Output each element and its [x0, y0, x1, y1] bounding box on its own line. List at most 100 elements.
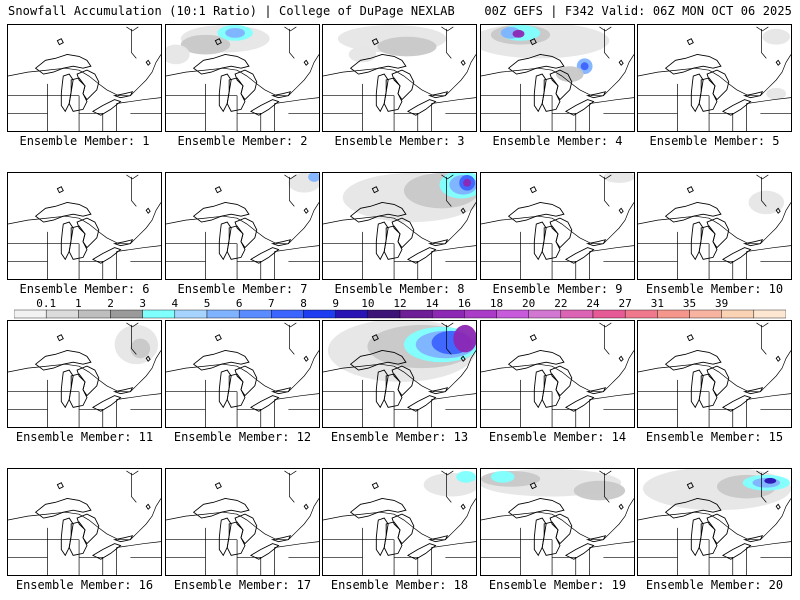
great-lakes-map — [166, 25, 319, 131]
great-lakes-map — [638, 26, 791, 131]
snowfall-colorbar: 0.1 1 2 3 4 5 6 7 8 9 10 12 14 16 18 20 22 24 27 31 35 39 — [14, 297, 786, 319]
great-lakes-map — [323, 25, 476, 131]
colorbar-swatch — [528, 309, 562, 319]
ensemble-member-map — [165, 468, 320, 576]
ensemble-member-label: Ensemble Member: 16 — [15, 578, 154, 592]
colorbar-tick-label: 20 — [522, 297, 535, 310]
snowfall-shading — [481, 469, 626, 501]
ensemble-member-map — [637, 24, 792, 132]
colorbar-swatch — [753, 309, 786, 319]
snowfall-shading — [114, 324, 159, 365]
colorbar-swatch — [238, 309, 272, 319]
snowfall-shading — [337, 25, 447, 63]
ensemble-member-label: Ensemble Member: 11 — [15, 430, 154, 444]
ensemble-member-label: Ensemble Member: 19 — [488, 578, 627, 592]
snowfall-shading — [762, 28, 791, 100]
colorbar-tick-label: 3 — [139, 297, 146, 310]
ensemble-member-map — [165, 172, 320, 280]
ensemble-member-label: Ensemble Member: 15 — [645, 430, 784, 444]
ensemble-member-label: Ensemble Member: 3 — [334, 134, 465, 148]
colorbar-swatch — [496, 309, 529, 319]
colorbar-swatch — [464, 309, 497, 319]
great-lakes-map — [481, 25, 634, 131]
great-lakes-map — [481, 173, 634, 279]
ensemble-member-map — [322, 468, 477, 576]
colorbar-swatch — [689, 309, 722, 319]
ensemble-member-label: Ensemble Member: 10 — [645, 282, 784, 296]
colorbar-tick-label: 5 — [204, 297, 211, 310]
ensemble-member-map — [7, 320, 162, 428]
colorbar-swatch — [399, 309, 433, 319]
colorbar-swatch — [271, 309, 304, 319]
snowfall-shading — [748, 190, 785, 215]
colorbar-swatch — [142, 309, 176, 319]
colorbar-swatch — [592, 309, 626, 319]
snowfall-shading — [327, 321, 476, 382]
colorbar-tick-label: 18 — [490, 297, 503, 310]
colorbar-tick-label: 1 — [75, 297, 82, 310]
ensemble-member-map — [7, 172, 162, 280]
ensemble-member-map — [7, 24, 162, 132]
snowfall-shading — [166, 25, 270, 65]
colorbar-tick-label: 9 — [332, 297, 339, 310]
colorbar-tick-label: 12 — [393, 297, 406, 310]
ensemble-member-map — [480, 172, 635, 280]
great-lakes-map — [481, 469, 634, 575]
ensemble-member-map — [480, 468, 635, 576]
colorbar-tick-label: 35 — [683, 297, 696, 310]
great-lakes-map — [638, 322, 791, 427]
ensemble-member-label: Ensemble Member: 8 — [334, 282, 465, 296]
ensemble-member-label: Ensemble Member: 7 — [177, 282, 308, 296]
colorbar-swatch — [206, 309, 240, 319]
snowfall-shading — [288, 173, 319, 193]
colorbar-swatch — [174, 309, 208, 319]
ensemble-member-map — [480, 24, 635, 132]
ensemble-member-label: Ensemble Member: 2 — [177, 134, 308, 148]
colorbar-tick-label: 24 — [586, 297, 600, 310]
colorbar-swatch — [45, 309, 79, 319]
great-lakes-map — [8, 174, 161, 279]
great-lakes-map — [8, 322, 161, 427]
ensemble-member-map — [7, 468, 162, 576]
ensemble-member-label: Ensemble Member: 12 — [173, 430, 312, 444]
colorbar-tick-label: 8 — [300, 297, 307, 310]
ensemble-member-map — [637, 468, 792, 576]
colorbar-tick-label: 10 — [361, 297, 374, 310]
ensemble-member-label: Ensemble Member: 6 — [19, 282, 150, 296]
colorbar-swatch — [303, 309, 336, 319]
ensemble-member-map — [165, 320, 320, 428]
colorbar-swatch — [431, 309, 465, 319]
ensemble-member-label: Ensemble Member: 5 — [649, 134, 780, 148]
ensemble-member-label: Ensemble Member: 9 — [492, 282, 623, 296]
great-lakes-map — [323, 470, 476, 575]
ensemble-member-map — [637, 172, 792, 280]
ensemble-member-label: Ensemble Member: 20 — [645, 578, 784, 592]
colorbar-tick-label: 14 — [426, 297, 440, 310]
great-lakes-map — [166, 322, 319, 427]
colorbar-swatch — [78, 309, 111, 319]
ensemble-member-label: Ensemble Member: 14 — [488, 430, 627, 444]
colorbar-tick-label: 4 — [172, 297, 179, 310]
colorbar-tick-label: 6 — [236, 297, 243, 310]
colorbar-tick-label: 7 — [268, 297, 275, 310]
colorbar-swatch — [14, 309, 47, 319]
colorbar-swatch — [560, 309, 594, 319]
colorbar-tick-label: 22 — [554, 297, 567, 310]
colorbar-swatch — [657, 309, 690, 319]
colorbar-swatch — [721, 309, 755, 319]
colorbar-tick-label: 39 — [715, 297, 728, 310]
ensemble-member-map — [480, 320, 635, 428]
colorbar-swatch — [110, 309, 143, 319]
ensemble-member-map — [165, 24, 320, 132]
great-lakes-map — [8, 26, 161, 131]
snowfall-shading — [481, 25, 610, 82]
great-lakes-map — [481, 322, 634, 427]
colorbar-tick-label: 27 — [619, 297, 632, 310]
snowfall-shading — [423, 470, 476, 497]
snowfall-shading — [342, 173, 476, 223]
map-title: Snowfall Accumulation (10:1 Ratio) | Col… — [8, 4, 455, 18]
snowfall-shading — [603, 173, 634, 183]
ensemble-member-map — [637, 320, 792, 428]
valid-time-label: 00Z GEFS | F342 Valid: 06Z MON OCT 06 20… — [484, 4, 792, 18]
ensemble-member-label: Ensemble Member: 18 — [330, 578, 469, 592]
